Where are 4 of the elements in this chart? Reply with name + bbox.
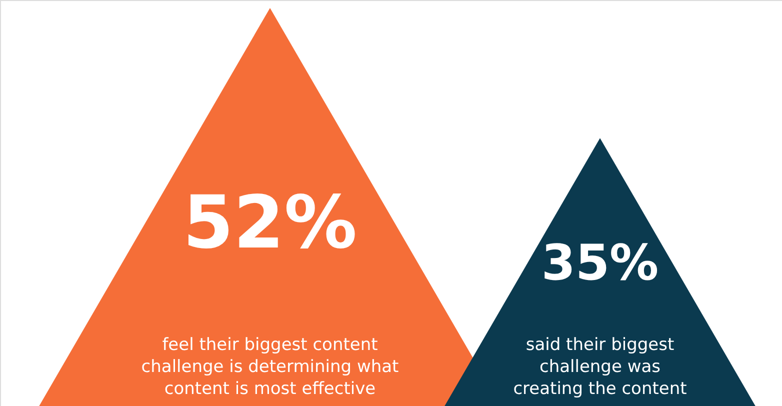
category-label: feel their biggest content challenge is determining what content is most effective	[141, 335, 400, 400]
data-label: 52%	[182, 180, 358, 266]
data-label: 35%	[541, 234, 659, 292]
category-label: said their biggest challenge was creating the content	[513, 335, 688, 400]
